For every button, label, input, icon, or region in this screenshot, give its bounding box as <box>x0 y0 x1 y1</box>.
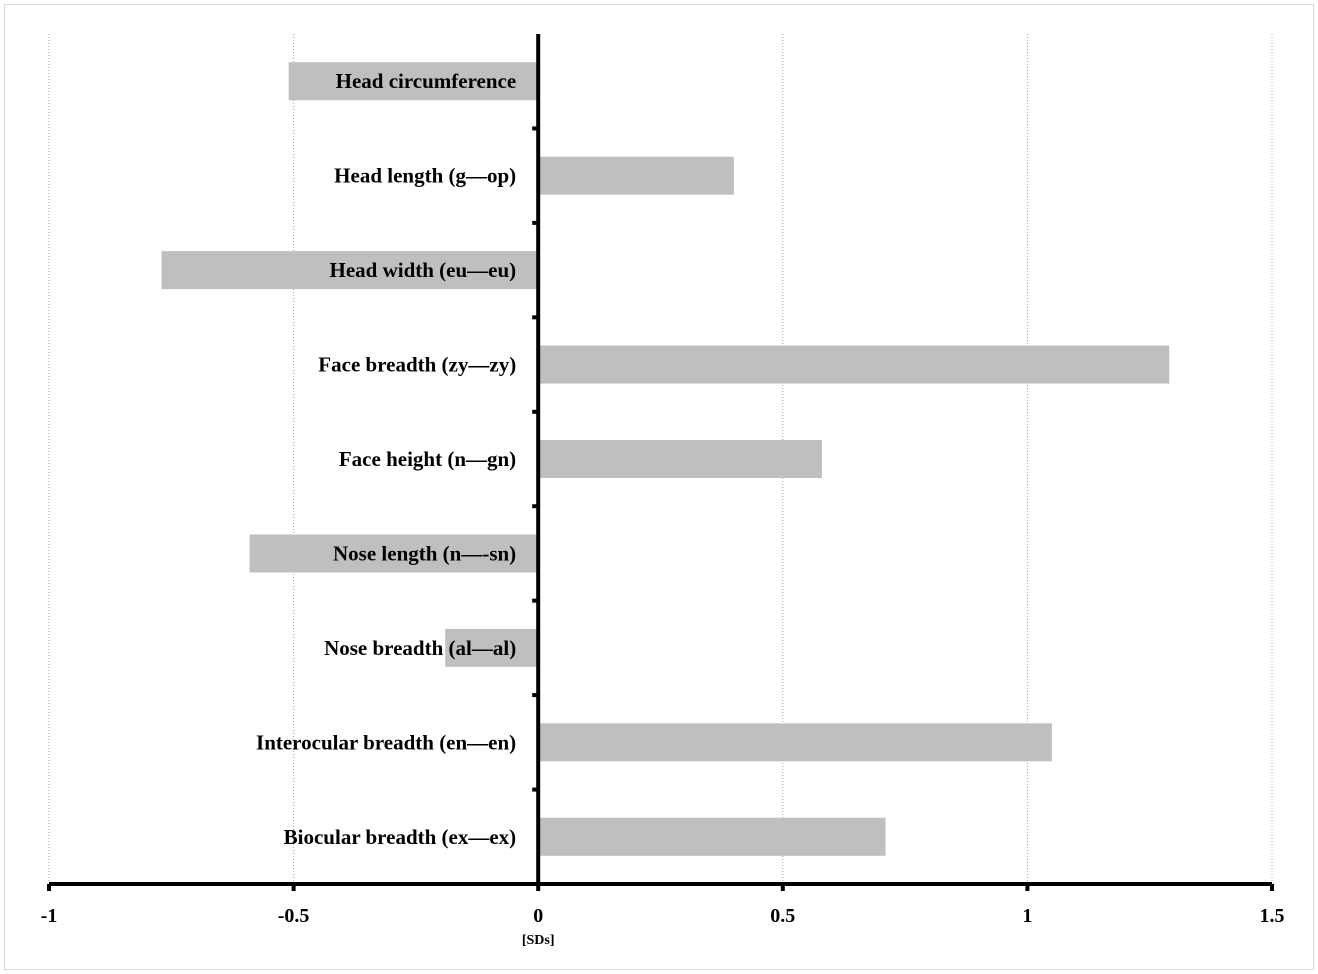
bar <box>538 723 1052 762</box>
bar <box>538 440 822 478</box>
category-label: Head circumference <box>336 69 517 93</box>
category-label: Biocular breadth (ex—ex) <box>284 825 517 849</box>
x-tick-label: 0.5 <box>770 905 795 927</box>
bar <box>538 817 886 856</box>
category-label: Face height (n—gn) <box>339 447 516 471</box>
bar <box>538 156 734 195</box>
bar <box>249 534 539 573</box>
x-axis-title: [SDs] <box>522 933 555 948</box>
category-label: Nose length (n—-sn) <box>333 541 516 565</box>
x-tick-label: 1.5 <box>1260 905 1285 927</box>
x-tick-label: 0 <box>533 905 543 927</box>
category-labels: Head circumference Head length (g—op) Head… <box>256 69 516 849</box>
x-tick-labels: -1 -0.5 0 0.5 1 1.5 <box>41 905 1285 927</box>
category-label: Head length (g—op) <box>334 164 516 188</box>
bar <box>288 62 539 101</box>
category-label: Head width (eu—eu) <box>330 258 517 282</box>
x-tick-label: 1 <box>1022 905 1032 927</box>
bars <box>161 62 1170 856</box>
axes <box>47 34 1274 891</box>
category-label: Nose breadth (al—al) <box>324 636 516 660</box>
bar <box>538 345 1170 384</box>
category-label: Face breadth (zy—zy) <box>318 353 516 377</box>
category-label: Interocular breadth (en—en) <box>256 730 516 754</box>
x-tick-label: -1 <box>41 905 58 927</box>
bar <box>161 251 539 290</box>
x-tick-label: -0.5 <box>278 905 310 927</box>
bar <box>445 628 539 667</box>
